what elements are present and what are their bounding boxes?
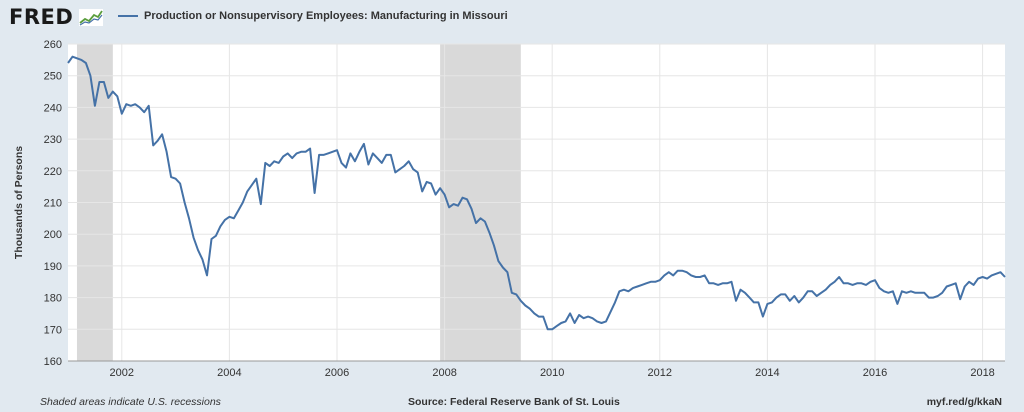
x-tick-label: 2008 [432, 367, 456, 379]
legend-series-label[interactable]: Production or Nonsupervisory Employees: … [144, 10, 508, 22]
series-line-1 [67, 55, 1006, 331]
source-credit: Source: Federal Reserve Bank of St. Loui… [408, 396, 620, 408]
fred-logo[interactable]: FRED [9, 5, 74, 29]
x-tick-label: 2016 [863, 367, 887, 379]
y-tick-label: 180 [44, 293, 62, 305]
y-tick-label: 170 [44, 324, 62, 336]
x-tick-label: 2002 [110, 367, 134, 379]
x-tick-label: 2010 [540, 367, 564, 379]
x-tick-label: 2014 [755, 367, 779, 379]
legend-series-swatch [118, 15, 138, 17]
y-tick-label: 190 [44, 261, 62, 273]
y-tick-label: 230 [44, 134, 62, 146]
short-url-link[interactable]: myf.red/g/kkaN [926, 396, 1002, 408]
x-tick-label: 2006 [325, 367, 349, 379]
y-tick-label: 200 [44, 229, 62, 241]
y-axis-label: Thousands of Persons [13, 146, 25, 259]
x-tick-label: 2018 [970, 367, 994, 379]
line-chart-icon [79, 9, 103, 26]
y-tick-label: 160 [44, 356, 62, 368]
y-tick-label: 240 [44, 102, 62, 114]
y-tick-label: 260 [44, 39, 62, 51]
y-tick-label: 250 [44, 71, 62, 83]
y-tick-label: 210 [44, 198, 62, 210]
x-tick-label: 2004 [217, 367, 241, 379]
x-tick-label: 2012 [648, 367, 672, 379]
chart-legend: Production or Nonsupervisory Employees: … [118, 10, 508, 22]
y-tick-label: 220 [44, 166, 62, 178]
recession-note: Shaded areas indicate U.S. recessions [40, 396, 221, 408]
